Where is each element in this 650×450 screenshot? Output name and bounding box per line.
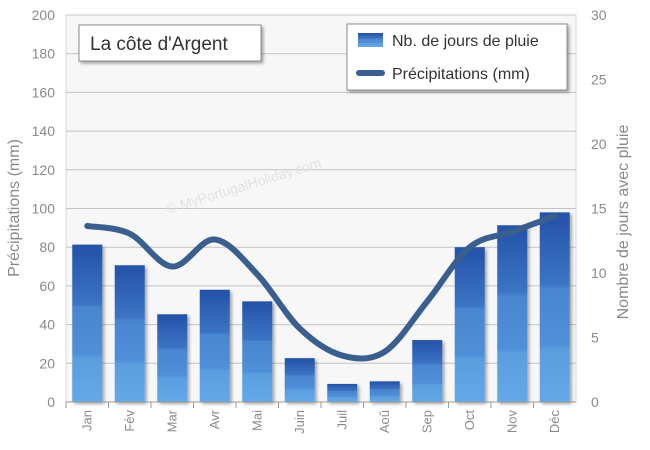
- x-tick-label: Avr: [207, 409, 222, 429]
- x-axis-ticks: Jan Fév Mar Avr Mai Juin Juil Aoû Sep Oct Nov Déc: [65, 402, 562, 434]
- bar: [284, 358, 315, 402]
- x-tick-label: Juil: [334, 410, 349, 430]
- bar: [199, 289, 230, 402]
- y-right-tick-label: 30: [591, 7, 607, 23]
- line-series-precipitation: [84, 213, 558, 362]
- bar: [412, 340, 443, 402]
- y-left-tick-label: 140: [32, 123, 56, 139]
- x-tick-label: Jan: [79, 410, 94, 431]
- legend: Nb. de jours de pluie Précipitations (mm…: [346, 23, 568, 91]
- y-right-tick-label: 10: [591, 265, 607, 281]
- y-left-tick-label: 20: [39, 355, 55, 371]
- legend-label-precipitation: Précipitations (mm): [392, 66, 530, 83]
- y-right-tick-label: 15: [591, 201, 607, 217]
- y-right-tick-label: 25: [591, 72, 607, 88]
- bar: [157, 314, 188, 402]
- bar: [454, 247, 485, 402]
- y-right-tick-label: 20: [591, 136, 607, 152]
- x-tick-label: Fév: [122, 410, 137, 432]
- bar: [114, 265, 145, 402]
- y-right-tick-label: 0: [591, 394, 599, 410]
- y-left-tick-label: 60: [39, 278, 55, 294]
- legend-swatch-bar: [358, 33, 383, 47]
- y-left-tick-label: 120: [32, 162, 56, 178]
- y-left-tick-label: 100: [32, 201, 56, 217]
- chart-title-box: La côte d'Argent: [78, 24, 262, 62]
- bar: [72, 244, 103, 402]
- x-tick-label: Nov: [504, 410, 519, 434]
- y-left-tick-label: 80: [39, 239, 55, 255]
- y-right-tick-label: 5: [591, 330, 599, 346]
- left-axis-title: Précipitations (mm): [6, 139, 23, 277]
- y-left-tick-label: 40: [39, 317, 55, 333]
- bar: [242, 301, 273, 402]
- x-tick-label: Juin: [292, 410, 307, 434]
- right-axis-ticks: 0 5 10 15 20 25 30: [591, 7, 607, 410]
- x-tick-label: Mai: [249, 410, 264, 431]
- x-tick-label: Oct: [462, 410, 477, 431]
- bar: [327, 383, 358, 402]
- bar: [539, 212, 570, 402]
- chart-title: La côte d'Argent: [90, 34, 228, 55]
- y-left-tick-label: 0: [47, 394, 55, 410]
- bar-series-rain-days: [72, 212, 570, 402]
- bar: [497, 225, 528, 402]
- legend-label-rain-days: Nb. de jours de pluie: [392, 33, 539, 50]
- x-tick-label: Déc: [547, 410, 562, 434]
- x-tick-label: Mar: [164, 409, 179, 432]
- x-tick-label: Sep: [419, 410, 434, 433]
- right-axis-title: Nombre de jours avec pluie: [615, 125, 632, 320]
- y-left-tick-label: 180: [32, 46, 56, 62]
- x-tick-label: Aoû: [377, 410, 392, 433]
- bar: [369, 381, 400, 402]
- y-left-tick-label: 160: [32, 84, 56, 100]
- y-left-tick-label: 200: [32, 7, 56, 23]
- left-axis-ticks: 0 20 40 60 80 100 120 140 160 180 200: [32, 7, 56, 410]
